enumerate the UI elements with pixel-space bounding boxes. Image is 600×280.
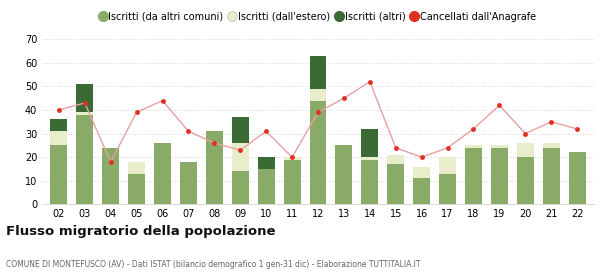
Bar [491,145,508,148]
Bar [232,143,248,171]
Text: Flusso migratorio della popolazione: Flusso migratorio della popolazione [6,225,275,238]
Bar [128,162,145,174]
Bar [413,167,430,178]
Bar [50,145,67,204]
Bar [50,131,67,145]
Bar [310,56,326,89]
Bar [517,143,534,157]
Bar [439,174,456,204]
Bar [310,89,326,101]
Bar [361,129,378,157]
Bar [465,148,482,204]
Bar [439,157,456,174]
Bar [543,143,560,148]
Bar [232,171,248,204]
Bar [258,157,275,169]
Bar [284,157,301,160]
Bar [517,157,534,204]
Legend: Iscritti (da altri comuni), Iscritti (dall'estero), Iscritti (altri), Cancellati: Iscritti (da altri comuni), Iscritti (da… [96,8,540,25]
Bar [76,112,93,115]
Bar [154,143,171,204]
Bar [284,160,301,204]
Bar [50,120,67,131]
Bar [180,162,197,204]
Bar [102,148,119,204]
Text: COMUNE DI MONTEFUSCO (AV) - Dati ISTAT (bilancio demografico 1 gen-31 dic) - Ela: COMUNE DI MONTEFUSCO (AV) - Dati ISTAT (… [6,260,421,269]
Bar [413,178,430,204]
Bar [128,174,145,204]
Bar [388,164,404,204]
Bar [310,101,326,204]
Bar [258,169,275,204]
Bar [491,148,508,204]
Bar [335,145,352,204]
Bar [232,117,248,143]
Bar [76,84,93,112]
Bar [465,145,482,148]
Bar [543,148,560,204]
Bar [361,157,378,160]
Bar [388,155,404,164]
Bar [361,160,378,204]
Bar [569,153,586,204]
Bar [206,131,223,204]
Bar [76,115,93,204]
